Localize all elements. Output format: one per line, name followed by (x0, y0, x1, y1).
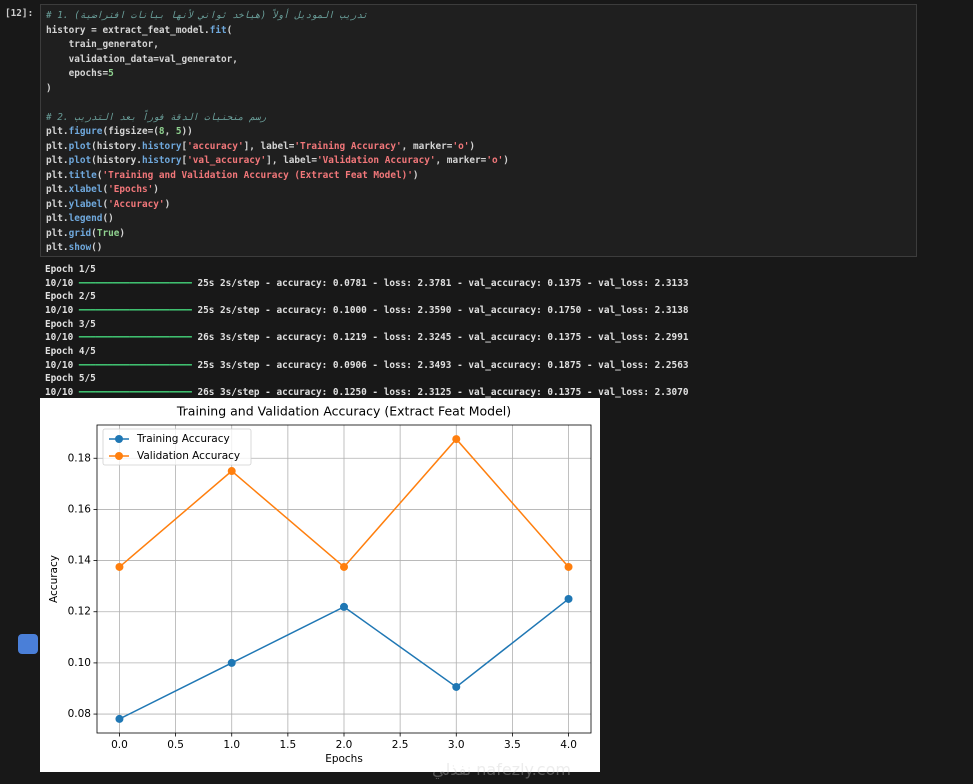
x-tick-label: 2.5 (392, 739, 409, 751)
output-line: 10/10 ━━━━━━━━━━━━━━━━━━━━ 25s 2s/step -… (45, 277, 689, 290)
series-marker (564, 594, 573, 603)
output-bar: ━━━━━━━━━━━━━━━━━━━━ (78, 386, 192, 398)
output-steps: 10/10 (45, 332, 74, 344)
output-stats: 25s 3s/step - accuracy: 0.0906 - loss: 2… (197, 359, 689, 371)
code-line: plt.grid(True) (46, 227, 126, 239)
output-line: 10/10 ━━━━━━━━━━━━━━━━━━━━ 25s 3s/step -… (45, 359, 689, 372)
series-marker (115, 714, 124, 723)
legend-marker (115, 452, 123, 460)
code-line: plt.legend() (46, 213, 114, 224)
output-stats: 26s 3s/step - accuracy: 0.1219 - loss: 2… (197, 332, 689, 344)
output-stats: 25s 2s/step - accuracy: 0.0781 - loss: 2… (197, 277, 689, 289)
series-marker (452, 435, 461, 444)
chart: 0.0 0.5 1.0 1.5 2.0 2.5 3.0 3.5 4.0 0.08 0.10 0.12 0… (40, 398, 600, 772)
code-line: ) (46, 82, 52, 94)
x-tick-label: 3.0 (448, 739, 465, 751)
output-line: Epoch 1/5 (45, 263, 96, 276)
x-tick-label: 0.0 (111, 739, 128, 751)
output-line: Epoch 4/5 (45, 345, 96, 358)
code-line: history = extract_feat_model.fit( (46, 24, 233, 36)
output-steps: 10/10 (45, 386, 74, 398)
translate-icon[interactable] (18, 634, 38, 654)
plot-frame (96, 424, 592, 734)
y-tick-label: 0.14 (68, 555, 92, 567)
legend-label: Validation Accuracy (137, 450, 240, 462)
chart-title: Training and Validation Accuracy (Extrac… (176, 404, 511, 419)
series-marker (227, 467, 236, 476)
output-steps: 10/10 (45, 359, 74, 371)
x-tick-label: 1.0 (223, 739, 240, 751)
legend-box (102, 428, 252, 466)
y-tick-label: 0.08 (68, 708, 91, 720)
code-cell[interactable]: # 1. تدريب الموديل أولاً (هياخد ثواني لأ… (40, 4, 917, 257)
output-bar: ━━━━━━━━━━━━━━━━━━━━ (78, 359, 192, 371)
output-line: 10/10 ━━━━━━━━━━━━━━━━━━━━ 26s 3s/step -… (45, 386, 689, 399)
output-stats: 25s 2s/step - accuracy: 0.1000 - loss: 2… (197, 304, 689, 316)
x-tick-label: 1.5 (280, 739, 297, 751)
output-line: 10/10 ━━━━━━━━━━━━━━━━━━━━ 26s 3s/step -… (45, 331, 689, 344)
series-marker (115, 562, 124, 571)
series-marker (452, 682, 461, 691)
code-line: plt.figure(figsize=(8, 5)) (46, 126, 193, 137)
y-tick-label: 0.10 (68, 657, 91, 669)
series-marker (564, 562, 573, 571)
x-tick-label: 4.0 (560, 739, 577, 751)
series-marker (227, 658, 236, 667)
x-tick-label: 2.0 (336, 739, 353, 751)
code-line: plt.ylabel('Accuracy') (46, 198, 171, 210)
legend-label: Training Accuracy (136, 433, 230, 445)
legend-marker (115, 435, 123, 443)
output-line: Epoch 2/5 (45, 290, 96, 303)
y-tick-label: 0.16 (68, 503, 92, 515)
code-line: # 2. رسم منحنيات الدقة فوراً بعد التدريب (46, 111, 267, 123)
series-marker (340, 602, 348, 611)
series-marker (340, 562, 348, 571)
x-axis-label: Epochs (325, 753, 363, 765)
output-line: 10/10 ━━━━━━━━━━━━━━━━━━━━ 25s 2s/step -… (45, 304, 689, 317)
output-epoch: Epoch 3/5 (45, 318, 96, 330)
x-tick-label: 3.5 (504, 739, 521, 751)
code-line: validation_data=val_generator, (46, 53, 238, 65)
output-bar: ━━━━━━━━━━━━━━━━━━━━ (78, 277, 192, 289)
y-tick-label: 0.12 (68, 606, 91, 618)
x-tick-label: 0.5 (167, 739, 184, 751)
y-tick-label: 0.18 (68, 452, 91, 464)
cell-prompt: [12]: (5, 8, 34, 19)
code-line: epochs=5 (46, 68, 114, 79)
output-stats: 26s 3s/step - accuracy: 0.1250 - loss: 2… (197, 386, 689, 398)
output-epoch: Epoch 2/5 (45, 291, 96, 303)
output-steps: 10/10 (45, 304, 74, 316)
code-line: plt.xlabel('Epochs') (46, 184, 159, 195)
watermark: نفذلي nafezly.com (432, 760, 571, 779)
code-line: plt.plot(history.history['val_accuracy']… (46, 155, 509, 166)
code-line: plt.title('Training and Validation Accur… (46, 169, 419, 181)
code-line: plt.show() (46, 242, 103, 253)
output-epoch: Epoch 4/5 (45, 345, 96, 357)
y-axis-label: Accuracy (48, 555, 60, 603)
code-line: plt.plot(history.history['accuracy'], la… (46, 140, 476, 152)
output-steps: 10/10 (45, 277, 74, 289)
output-line: Epoch 3/5 (45, 318, 96, 331)
code-line: train_generator, (46, 39, 159, 50)
output-bar: ━━━━━━━━━━━━━━━━━━━━ (78, 332, 192, 344)
output-epoch: Epoch 1/5 (45, 264, 96, 275)
code-line: # 1. تدريب الموديل أولاً (هياخد ثواني لأ… (46, 10, 368, 21)
output-epoch: Epoch 5/5 (45, 373, 96, 385)
output-line: Epoch 5/5 (45, 372, 96, 385)
output-bar: ━━━━━━━━━━━━━━━━━━━━ (78, 304, 192, 316)
